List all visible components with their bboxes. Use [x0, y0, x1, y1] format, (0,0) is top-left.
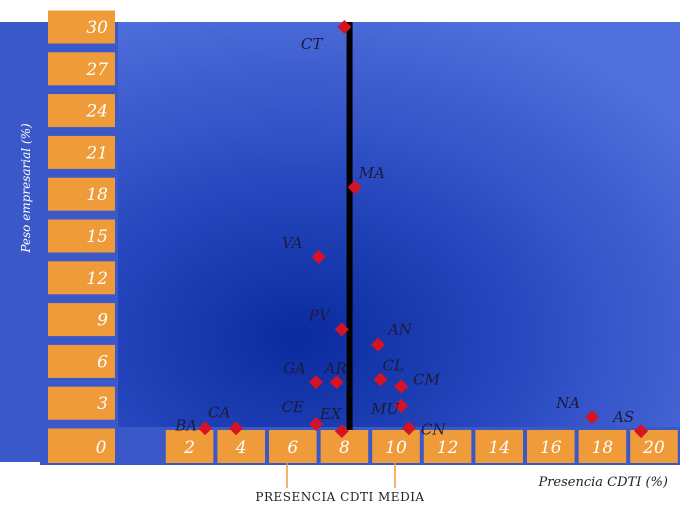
- y-tick-tile: [48, 219, 115, 253]
- y-tick-label: 24: [85, 102, 108, 122]
- point-label: MU: [370, 400, 400, 418]
- data-point: [229, 421, 244, 436]
- point-label: NA: [555, 394, 580, 412]
- data-point: [394, 379, 409, 394]
- x-tick-tile: [269, 430, 317, 463]
- point-label: MA: [358, 164, 385, 182]
- y-tick-label: 27: [85, 60, 108, 80]
- data-point: [401, 421, 416, 436]
- x-tick-tile: [320, 430, 369, 463]
- point-label: CN: [421, 420, 446, 438]
- y-tick-tile: [48, 386, 115, 420]
- x-tick-label: 4: [235, 438, 247, 458]
- data-point: [198, 421, 213, 436]
- data-point: [309, 417, 324, 432]
- y-tick-label: 9: [97, 311, 108, 331]
- y-tick-tile: [48, 177, 115, 211]
- data-point: [394, 398, 409, 413]
- point-label: CM: [413, 370, 440, 388]
- y-axis-label: Peso empresarial (%): [19, 123, 33, 254]
- data-point: [334, 424, 349, 439]
- y-tick-label: 15: [86, 227, 108, 247]
- x-tick-label: 18: [592, 438, 614, 458]
- y-tick-tile: [48, 52, 115, 86]
- y-tick-label: 6: [97, 352, 108, 372]
- data-point: [337, 20, 352, 34]
- point-label: EX: [319, 405, 343, 423]
- point-label: AS: [611, 408, 634, 426]
- data-point: [373, 372, 388, 387]
- x-tick-label: 8: [339, 438, 350, 458]
- x-tick-label: 12: [437, 438, 459, 458]
- x-tick-label: 10: [385, 438, 407, 458]
- point-label: AR: [323, 359, 347, 377]
- y-tick-label: 3: [97, 394, 108, 414]
- y-tick-label: 12: [86, 269, 108, 289]
- y-tick-label: 30: [86, 18, 108, 38]
- x-tick-tile: [372, 430, 420, 463]
- x-tick-tile: [630, 430, 678, 463]
- point-label: VA: [282, 234, 303, 252]
- y-tick-label: 18: [86, 185, 108, 205]
- data-point: [311, 249, 326, 264]
- plot-background: [118, 22, 680, 427]
- x-tick-tile: [475, 430, 523, 463]
- point-label: CT: [301, 35, 323, 53]
- y-tick-tile: [48, 261, 115, 295]
- y-tick-label: 21: [85, 143, 108, 163]
- data-point: [585, 410, 600, 425]
- y-tick-tile: [48, 303, 115, 337]
- point-label: CA: [208, 403, 230, 421]
- y-tick-tile: [48, 135, 115, 169]
- x-tick-tile: [578, 430, 627, 463]
- x-tick-label: 20: [642, 438, 665, 458]
- data-point: [334, 322, 349, 337]
- x-axis-label: Presencia CDTI (%): [537, 475, 668, 490]
- x-tick-tile: [217, 430, 265, 463]
- x-tick-tile: [165, 430, 214, 463]
- y-tick-tile: [48, 10, 115, 44]
- x-tick-label: 2: [183, 438, 195, 458]
- x-tick-tile: [527, 430, 575, 463]
- point-label: CL: [383, 357, 404, 375]
- data-point: [309, 375, 324, 390]
- y-tick-tile: [48, 94, 115, 128]
- data-point: [347, 180, 362, 195]
- point-label: BA: [174, 416, 197, 434]
- x-tick-label: 16: [540, 438, 562, 458]
- data-point: [634, 424, 649, 439]
- point-label: GA: [283, 359, 306, 377]
- point-label: AN: [386, 321, 413, 339]
- x-tick-tile: [48, 430, 115, 463]
- data-point: [370, 337, 385, 352]
- point-label: CE: [282, 398, 304, 416]
- point-label: PV: [308, 306, 332, 324]
- x-tick-label: 6: [287, 438, 298, 458]
- reference-line-label: PRESENCIA CDTI MEDIA: [255, 490, 424, 504]
- data-point: [329, 375, 344, 390]
- x-tick-label: 0: [96, 438, 107, 458]
- y-tick-tile: [48, 344, 115, 378]
- x-tick-tile: [423, 430, 472, 463]
- x-tick-label: 14: [488, 438, 510, 458]
